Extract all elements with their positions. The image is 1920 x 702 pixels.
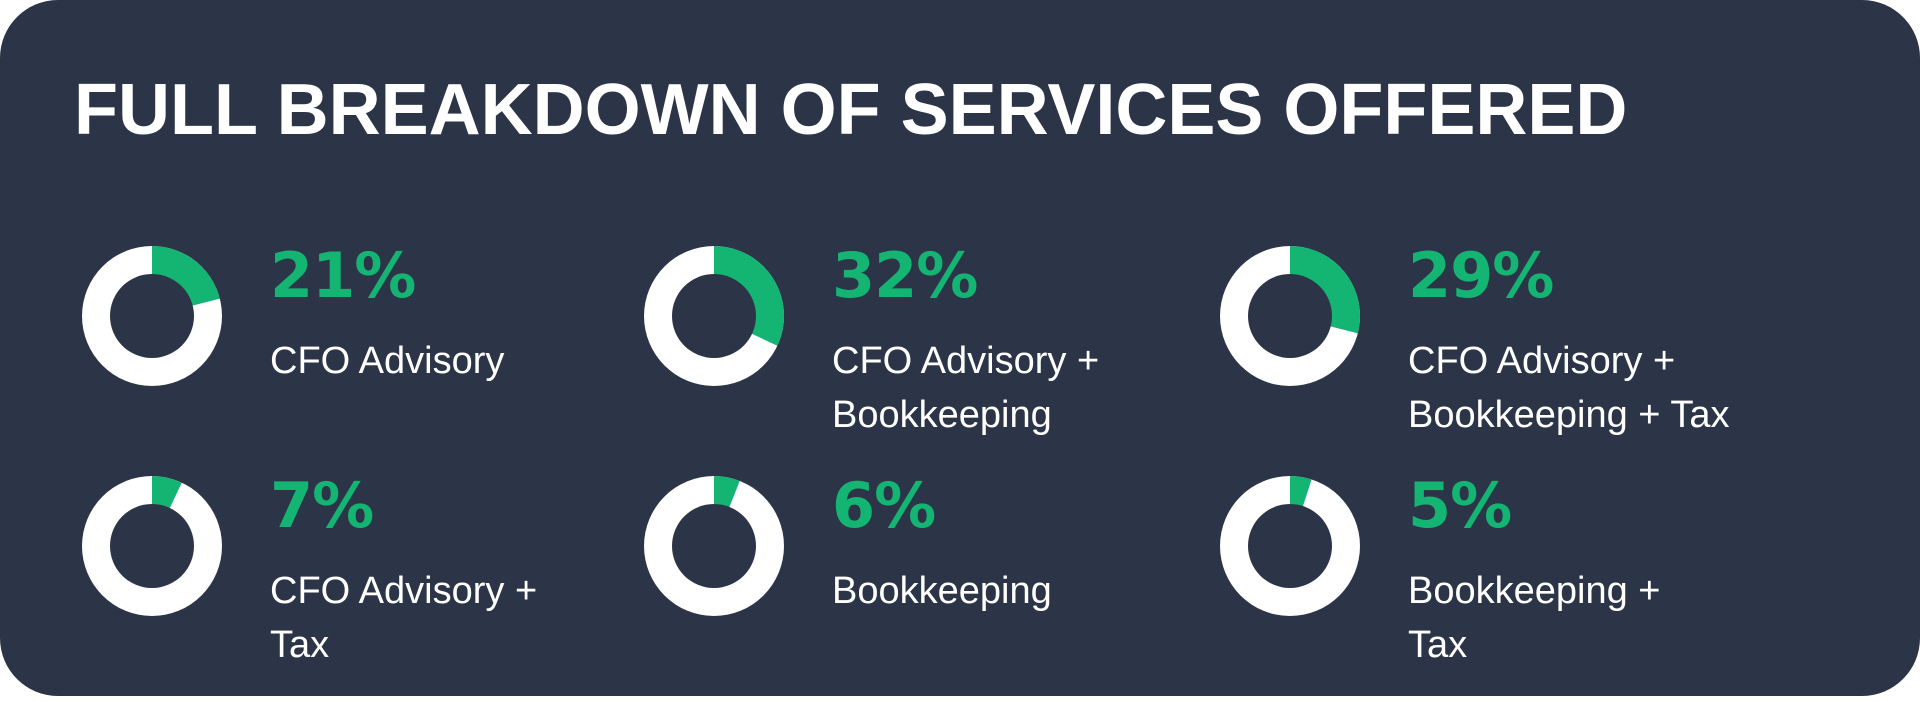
page-title: FULL BREAKDOWN OF SERVICES OFFERED	[74, 70, 1628, 150]
service-label: CFO Advisory + Bookkeeping + Tax	[1408, 334, 1729, 442]
service-label-line: CFO Advisory +	[832, 340, 1100, 382]
service-label-line: CFO Advisory +	[1408, 340, 1676, 382]
service-label-line: Bookkeeping + Tax	[1408, 394, 1730, 436]
service-label: CFO Advisory + Bookkeeping	[832, 334, 1099, 442]
service-label: CFO Advisory	[270, 334, 504, 388]
service-label-line: Tax	[1408, 624, 1468, 666]
percent-value: 29%	[1408, 239, 1554, 312]
service-label-line: Bookkeeping +	[1408, 570, 1661, 612]
service-label-line: CFO Advisory +	[270, 570, 538, 612]
service-label-line: Bookkeeping	[832, 394, 1052, 436]
percent-value: 32%	[832, 239, 978, 312]
donut-hole	[672, 504, 756, 588]
donut-chart	[644, 246, 784, 386]
donut-chart	[1220, 246, 1360, 386]
donut-hole	[110, 504, 194, 588]
donut-chart	[644, 476, 784, 616]
service-label: CFO Advisory + Tax	[270, 564, 537, 672]
donut-hole	[1248, 504, 1332, 588]
service-label: Bookkeeping + Tax	[1408, 564, 1660, 672]
donut-hole	[1248, 274, 1332, 358]
percent-value: 7%	[270, 469, 374, 542]
service-label-line: Tax	[270, 624, 330, 666]
service-label: Bookkeeping	[832, 564, 1052, 618]
service-label-line: CFO Advisory	[270, 340, 505, 382]
donut-chart	[82, 246, 222, 386]
donut-hole	[672, 274, 756, 358]
donut-chart	[82, 476, 222, 616]
percent-value: 6%	[832, 469, 936, 542]
percent-value: 5%	[1408, 469, 1512, 542]
percent-value: 21%	[270, 239, 416, 312]
donut-chart	[1220, 476, 1360, 616]
donut-hole	[110, 274, 194, 358]
service-label-line: Bookkeeping	[832, 570, 1052, 612]
